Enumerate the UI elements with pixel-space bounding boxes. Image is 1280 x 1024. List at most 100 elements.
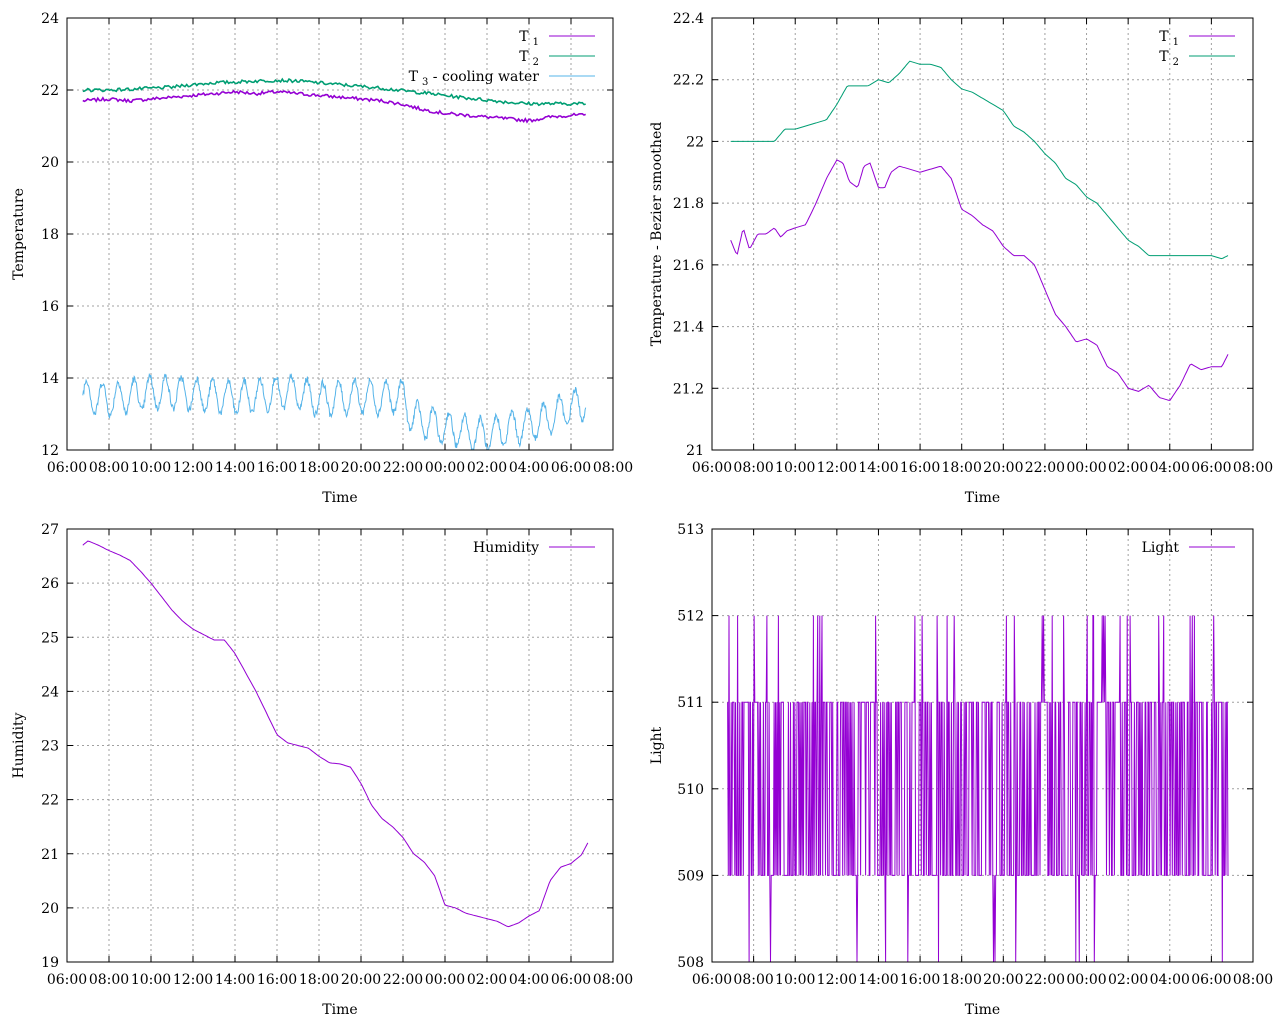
x-tick-label: 08:00 xyxy=(1233,460,1273,476)
x-tick-label: 10:00 xyxy=(775,460,815,476)
x-tick-label: 20:00 xyxy=(341,460,381,476)
x-tick-label: 18:00 xyxy=(942,460,982,476)
y-tick-label: 513 xyxy=(677,522,704,538)
x-tick-label: 06:00 xyxy=(47,460,87,476)
x-tick-label: 08:00 xyxy=(733,972,773,988)
y-tick-label: 508 xyxy=(677,955,704,971)
y-tick-label: 21.2 xyxy=(673,381,704,397)
y-tick-label: 22.2 xyxy=(673,73,704,89)
x-tick-label: 08:00 xyxy=(89,972,129,988)
x-tick-label: 18:00 xyxy=(299,972,339,988)
y-tick-label: 16 xyxy=(41,299,59,315)
series-line-t3 xyxy=(82,372,587,450)
x-tick-label: 02:00 xyxy=(1108,972,1148,988)
series-line-t2 xyxy=(730,60,1229,260)
chart-panel-3: 06:00 08:00 10:00 12:00 14:00 16:00 18:00 20:00… xyxy=(11,522,633,1018)
data-layer xyxy=(82,540,589,928)
series-line-t1 xyxy=(82,89,586,124)
x-axis-label: Time xyxy=(965,1002,1000,1018)
x-tick-label: 18:00 xyxy=(299,460,339,476)
legend-subscript: 1 xyxy=(1173,37,1179,48)
x-tick-label: 06:00 xyxy=(551,460,591,476)
y-tick-label: 25 xyxy=(41,630,59,646)
x-tick-label: 16:00 xyxy=(900,972,940,988)
x-tick-label: 06:00 xyxy=(1191,972,1231,988)
x-tick-label: 04:00 xyxy=(509,460,549,476)
y-tick-label: 27 xyxy=(41,522,59,538)
y-axis-label: Humidity xyxy=(11,712,27,778)
y-tick-label: 14 xyxy=(41,371,59,387)
y-tick-label: 18 xyxy=(41,227,59,243)
legend-suffix: - cooling water xyxy=(428,69,539,85)
x-tick-label: 14:00 xyxy=(215,972,255,988)
data-layer xyxy=(730,60,1229,401)
y-tick-label: 22.4 xyxy=(673,11,704,27)
series-line-light xyxy=(727,615,1229,962)
x-tick-label: 20:00 xyxy=(983,460,1023,476)
plot-frame xyxy=(66,17,614,451)
y-tick-label: 21 xyxy=(686,443,704,459)
legend-subscript: 2 xyxy=(1173,57,1179,68)
x-tick-label: 14:00 xyxy=(858,460,898,476)
y-axis-label: Temperature xyxy=(11,188,27,280)
x-tick-label: 00:00 xyxy=(1066,460,1106,476)
x-tick-label: 14:00 xyxy=(858,972,898,988)
chart-panel-4: 06:00 08:00 10:00 12:00 14:00 16:00 18:00 20:00… xyxy=(649,522,1273,1018)
y-tick-label: 21.8 xyxy=(673,196,704,212)
x-tick-label: 20:00 xyxy=(983,972,1023,988)
x-tick-label: 06:00 xyxy=(551,972,591,988)
chart-panel-1: 06:00 08:00 10:00 12:00 14:00 16:00 18:00 20:00… xyxy=(11,11,633,506)
y-axis-label: Temperature - Bezier smoothed xyxy=(649,122,665,346)
y-axis-label: Light xyxy=(649,726,665,764)
x-tick-label: 12:00 xyxy=(817,460,857,476)
x-axis-label: Time xyxy=(322,1002,357,1018)
series-line-humidity xyxy=(82,540,589,928)
plot-frame xyxy=(711,17,1254,451)
x-tick-label: 00:00 xyxy=(1066,972,1106,988)
x-tick-label: 04:00 xyxy=(1150,460,1190,476)
x-tick-label: 08:00 xyxy=(593,460,633,476)
data-layer xyxy=(727,615,1229,962)
x-tick-label: 08:00 xyxy=(1233,972,1273,988)
x-axis-label: Time xyxy=(322,490,357,506)
x-tick-label: 22:00 xyxy=(1025,972,1065,988)
x-tick-label: 04:00 xyxy=(509,972,549,988)
plot-frame xyxy=(711,528,1254,963)
series-line-t2 xyxy=(82,77,586,107)
x-tick-label: 12:00 xyxy=(817,972,857,988)
data-layer xyxy=(82,77,587,450)
x-tick-label: 16:00 xyxy=(900,460,940,476)
y-tick-label: 24 xyxy=(41,684,59,700)
x-tick-label: 10:00 xyxy=(131,460,171,476)
x-tick-label: 10:00 xyxy=(775,972,815,988)
x-tick-label: 06:00 xyxy=(692,460,732,476)
x-tick-label: 16:00 xyxy=(257,460,297,476)
legend-subscript: 3 xyxy=(422,77,428,88)
x-tick-label: 14:00 xyxy=(215,460,255,476)
x-tick-label: 08:00 xyxy=(733,460,773,476)
x-tick-label: 20:00 xyxy=(341,972,381,988)
y-tick-label: 21.4 xyxy=(673,320,704,336)
x-tick-label: 00:00 xyxy=(425,972,465,988)
legend-subscript: 2 xyxy=(533,57,539,68)
y-tick-label: 12 xyxy=(41,443,59,459)
y-tick-label: 19 xyxy=(41,955,59,971)
x-tick-label: 12:00 xyxy=(173,460,213,476)
x-tick-label: 16:00 xyxy=(257,972,297,988)
x-tick-label: 02:00 xyxy=(467,972,507,988)
series-line-t1 xyxy=(730,159,1229,401)
x-tick-label: 12:00 xyxy=(173,972,213,988)
y-tick-label: 24 xyxy=(41,11,59,27)
x-tick-label: 04:00 xyxy=(1150,972,1190,988)
x-tick-label: 10:00 xyxy=(131,972,171,988)
x-tick-label: 06:00 xyxy=(47,972,87,988)
legend-label: Humidity xyxy=(473,540,539,556)
y-tick-label: 509 xyxy=(677,868,704,884)
y-tick-label: 20 xyxy=(41,155,59,171)
y-tick-label: 26 xyxy=(41,576,59,592)
x-tick-label: 02:00 xyxy=(1108,460,1148,476)
y-tick-label: 23 xyxy=(41,739,59,755)
